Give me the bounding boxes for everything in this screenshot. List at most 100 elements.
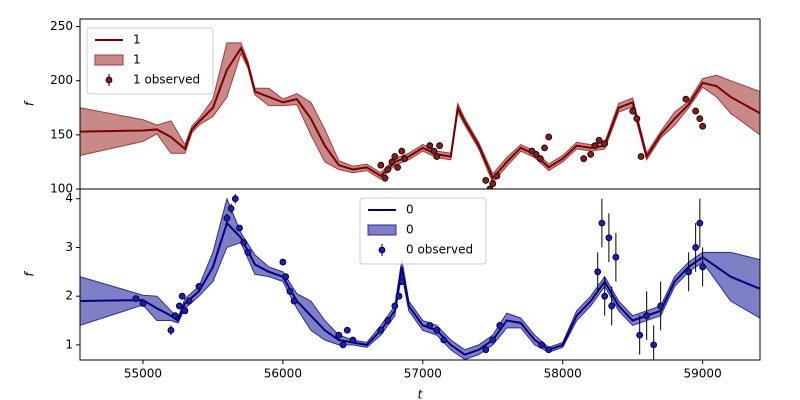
observed-point	[538, 341, 546, 349]
observed-point	[388, 158, 396, 166]
observed-point	[629, 107, 637, 115]
observed-point	[486, 185, 494, 189]
observed-point	[541, 144, 548, 152]
observed-point	[391, 153, 399, 160]
model-line	[80, 221, 760, 356]
legend-box	[359, 197, 487, 265]
observed-point	[231, 195, 239, 203]
observed-point	[391, 302, 399, 310]
observed-point	[536, 155, 544, 163]
observed-point	[608, 302, 616, 310]
observed-point	[699, 122, 707, 130]
observed-point	[696, 219, 704, 227]
x-tick-label: 57000	[404, 367, 442, 381]
legend-label: 0 observed	[406, 243, 473, 257]
x-tick-label: 59000	[684, 367, 722, 381]
observed-point	[377, 326, 385, 334]
confidence-band	[80, 197, 760, 360]
legend-box	[86, 27, 214, 95]
observed-point	[395, 292, 403, 300]
observed-point	[171, 312, 179, 320]
observed-point	[433, 153, 441, 160]
observed-point	[132, 295, 140, 303]
legend-label: 1	[133, 33, 141, 47]
observed-point	[335, 331, 343, 339]
observed-point	[426, 322, 434, 329]
observed-point	[636, 331, 644, 339]
observed-point	[384, 166, 392, 173]
y-tick-label: 1	[65, 337, 73, 351]
axes-frame	[79, 188, 761, 361]
observed-point	[580, 155, 588, 163]
observed-point	[699, 263, 707, 271]
observed-point	[377, 161, 385, 169]
x-axis-label: t	[418, 388, 424, 400]
observed-point	[682, 95, 690, 103]
y-axis-label: f	[23, 271, 37, 277]
observed-point	[178, 292, 186, 300]
observed-point	[598, 219, 606, 227]
observed-point	[643, 312, 651, 320]
observed-point	[290, 297, 298, 305]
observed-point	[685, 268, 693, 276]
observed-point	[244, 248, 252, 256]
x-tick-label: 56000	[264, 367, 302, 381]
observed-point	[594, 268, 602, 276]
observed-point	[696, 115, 704, 123]
x-tick-label: 58000	[544, 367, 582, 381]
observed-point	[286, 287, 294, 295]
y-tick-label: 3	[65, 240, 73, 254]
observed-point	[440, 336, 448, 344]
plot-area	[80, 42, 760, 189]
observed-point	[692, 244, 700, 251]
observed-point	[637, 153, 645, 160]
y-tick-label: 250	[50, 19, 73, 33]
observed-point	[482, 176, 490, 184]
observed-point	[482, 346, 490, 354]
observed-point	[343, 326, 351, 334]
observed-point	[279, 258, 287, 266]
observed-point	[227, 205, 235, 212]
observed-point	[595, 136, 603, 144]
observed-point	[692, 107, 700, 115]
observed-point	[605, 234, 613, 242]
legend-label: 1 observed	[133, 73, 200, 87]
observed-point	[545, 346, 553, 354]
observed-point	[650, 341, 658, 349]
observed-point	[282, 273, 290, 281]
y-tick-label: 150	[50, 127, 73, 141]
legend-label: 0	[406, 223, 414, 237]
legend-label: 0	[406, 203, 414, 217]
y-tick-label: 2	[65, 289, 73, 303]
plot-area	[80, 193, 760, 360]
observed-point	[601, 292, 609, 300]
observed-point	[657, 302, 665, 310]
observed-point	[532, 150, 540, 158]
observed-point	[236, 224, 243, 232]
observed-point	[398, 147, 406, 155]
observed-point	[633, 115, 641, 123]
y-tick-label: 4	[65, 191, 73, 205]
legend-label: 1	[133, 53, 141, 67]
observed-point	[139, 300, 147, 307]
observed-point	[185, 297, 193, 305]
observed-point	[401, 155, 409, 163]
observed-point	[223, 214, 231, 222]
observed-point	[349, 336, 357, 344]
observed-point	[426, 142, 434, 150]
observed-point	[493, 172, 501, 180]
observed-point	[587, 150, 595, 158]
observed-point	[433, 326, 441, 334]
observed-point	[398, 278, 406, 285]
observed-point	[381, 174, 389, 182]
legend-marker	[105, 76, 113, 84]
observed-point	[181, 307, 189, 315]
y-axis-label: f	[23, 100, 37, 106]
observed-point	[436, 142, 443, 150]
observed-point	[496, 322, 504, 329]
y-tick-label: 200	[50, 73, 73, 87]
observed-point	[591, 142, 599, 150]
observed-point	[489, 180, 497, 187]
observed-point	[384, 317, 392, 324]
